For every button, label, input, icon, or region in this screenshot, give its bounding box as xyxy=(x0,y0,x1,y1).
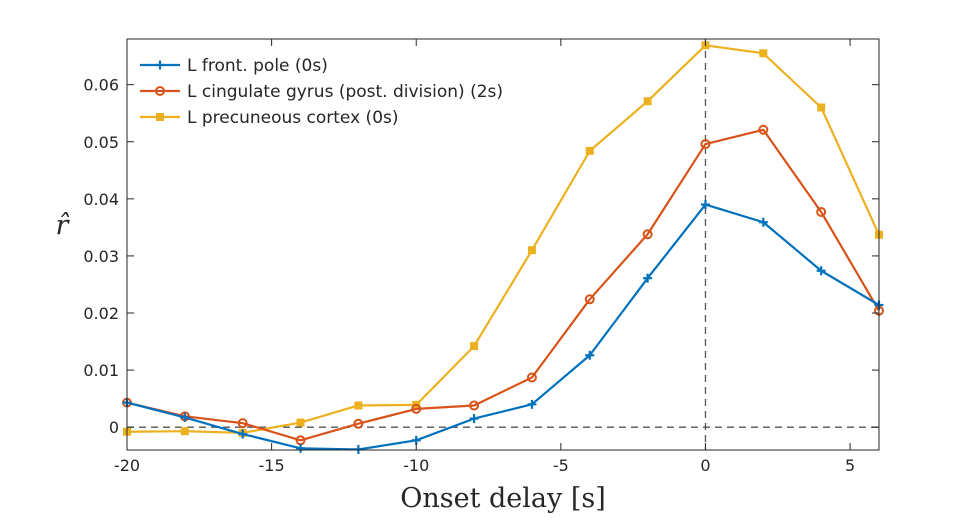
legend-label: L precuneous cortex (0s) xyxy=(187,108,399,128)
y-tick-label: 0.02 xyxy=(83,304,119,323)
data-point xyxy=(816,206,827,217)
legend-marker xyxy=(155,86,165,96)
series-3 xyxy=(123,41,883,437)
series-line xyxy=(126,128,880,442)
y-tick-label: 0 xyxy=(109,418,119,437)
data-point xyxy=(584,294,595,305)
data-point xyxy=(354,401,363,410)
legend-marker xyxy=(155,60,165,70)
x-tick-label: -5 xyxy=(553,456,569,475)
series-line xyxy=(126,44,881,434)
data-point xyxy=(817,103,826,112)
data-point xyxy=(642,229,653,240)
legend-entry: L precuneous cortex (0s) xyxy=(140,108,399,128)
data-point xyxy=(758,217,768,227)
data-point xyxy=(470,342,479,351)
plot-frame xyxy=(126,38,880,451)
data-point xyxy=(700,139,711,150)
legend-label: L front. pole (0s) xyxy=(187,56,328,76)
data-point xyxy=(585,350,595,360)
x-tick-label: 5 xyxy=(845,456,855,475)
x-tick-label: -15 xyxy=(259,456,285,475)
data-point xyxy=(296,443,306,453)
plot-area xyxy=(127,39,879,450)
data-point xyxy=(816,266,826,276)
y-tick-label: 0.04 xyxy=(83,190,119,209)
data-point xyxy=(643,97,652,106)
x-axis-title: Onset delay [s] xyxy=(400,483,606,514)
data-point xyxy=(700,200,710,210)
data-point xyxy=(759,49,768,58)
y-tick-label: 0.06 xyxy=(83,76,119,95)
data-point xyxy=(296,418,305,427)
data-point xyxy=(643,273,653,283)
y-tick-label: 0.03 xyxy=(83,247,119,266)
legend: L front. pole (0s) L cingulate gyrus (pos… xyxy=(140,56,503,128)
y-tick-label: 0.01 xyxy=(83,361,119,380)
x-tick-label: -10 xyxy=(403,456,429,475)
y-axis-title: r̂ xyxy=(56,210,71,241)
x-tick-label: -20 xyxy=(114,456,140,475)
data-point xyxy=(526,372,537,383)
data-point xyxy=(469,414,479,424)
legend-entry: L cingulate gyrus (post. division) (2s) xyxy=(140,82,503,102)
data-point xyxy=(180,412,190,422)
data-point xyxy=(180,427,189,436)
data-point xyxy=(527,399,537,409)
legend-label: L cingulate gyrus (post. division) (2s) xyxy=(187,82,503,102)
data-point xyxy=(353,418,364,429)
data-point xyxy=(527,246,536,255)
data-point xyxy=(469,400,480,411)
data-point xyxy=(585,146,594,155)
x-tick-label: 0 xyxy=(700,456,710,475)
series-line xyxy=(126,203,880,451)
legend-entry: L front. pole (0s) xyxy=(140,56,328,76)
data-point xyxy=(411,403,422,414)
data-point xyxy=(238,429,248,439)
data-point xyxy=(353,444,363,454)
y-tick-label: 0.05 xyxy=(83,133,119,152)
data-point xyxy=(758,124,769,135)
legend-marker xyxy=(156,113,164,121)
data-point xyxy=(237,418,248,429)
